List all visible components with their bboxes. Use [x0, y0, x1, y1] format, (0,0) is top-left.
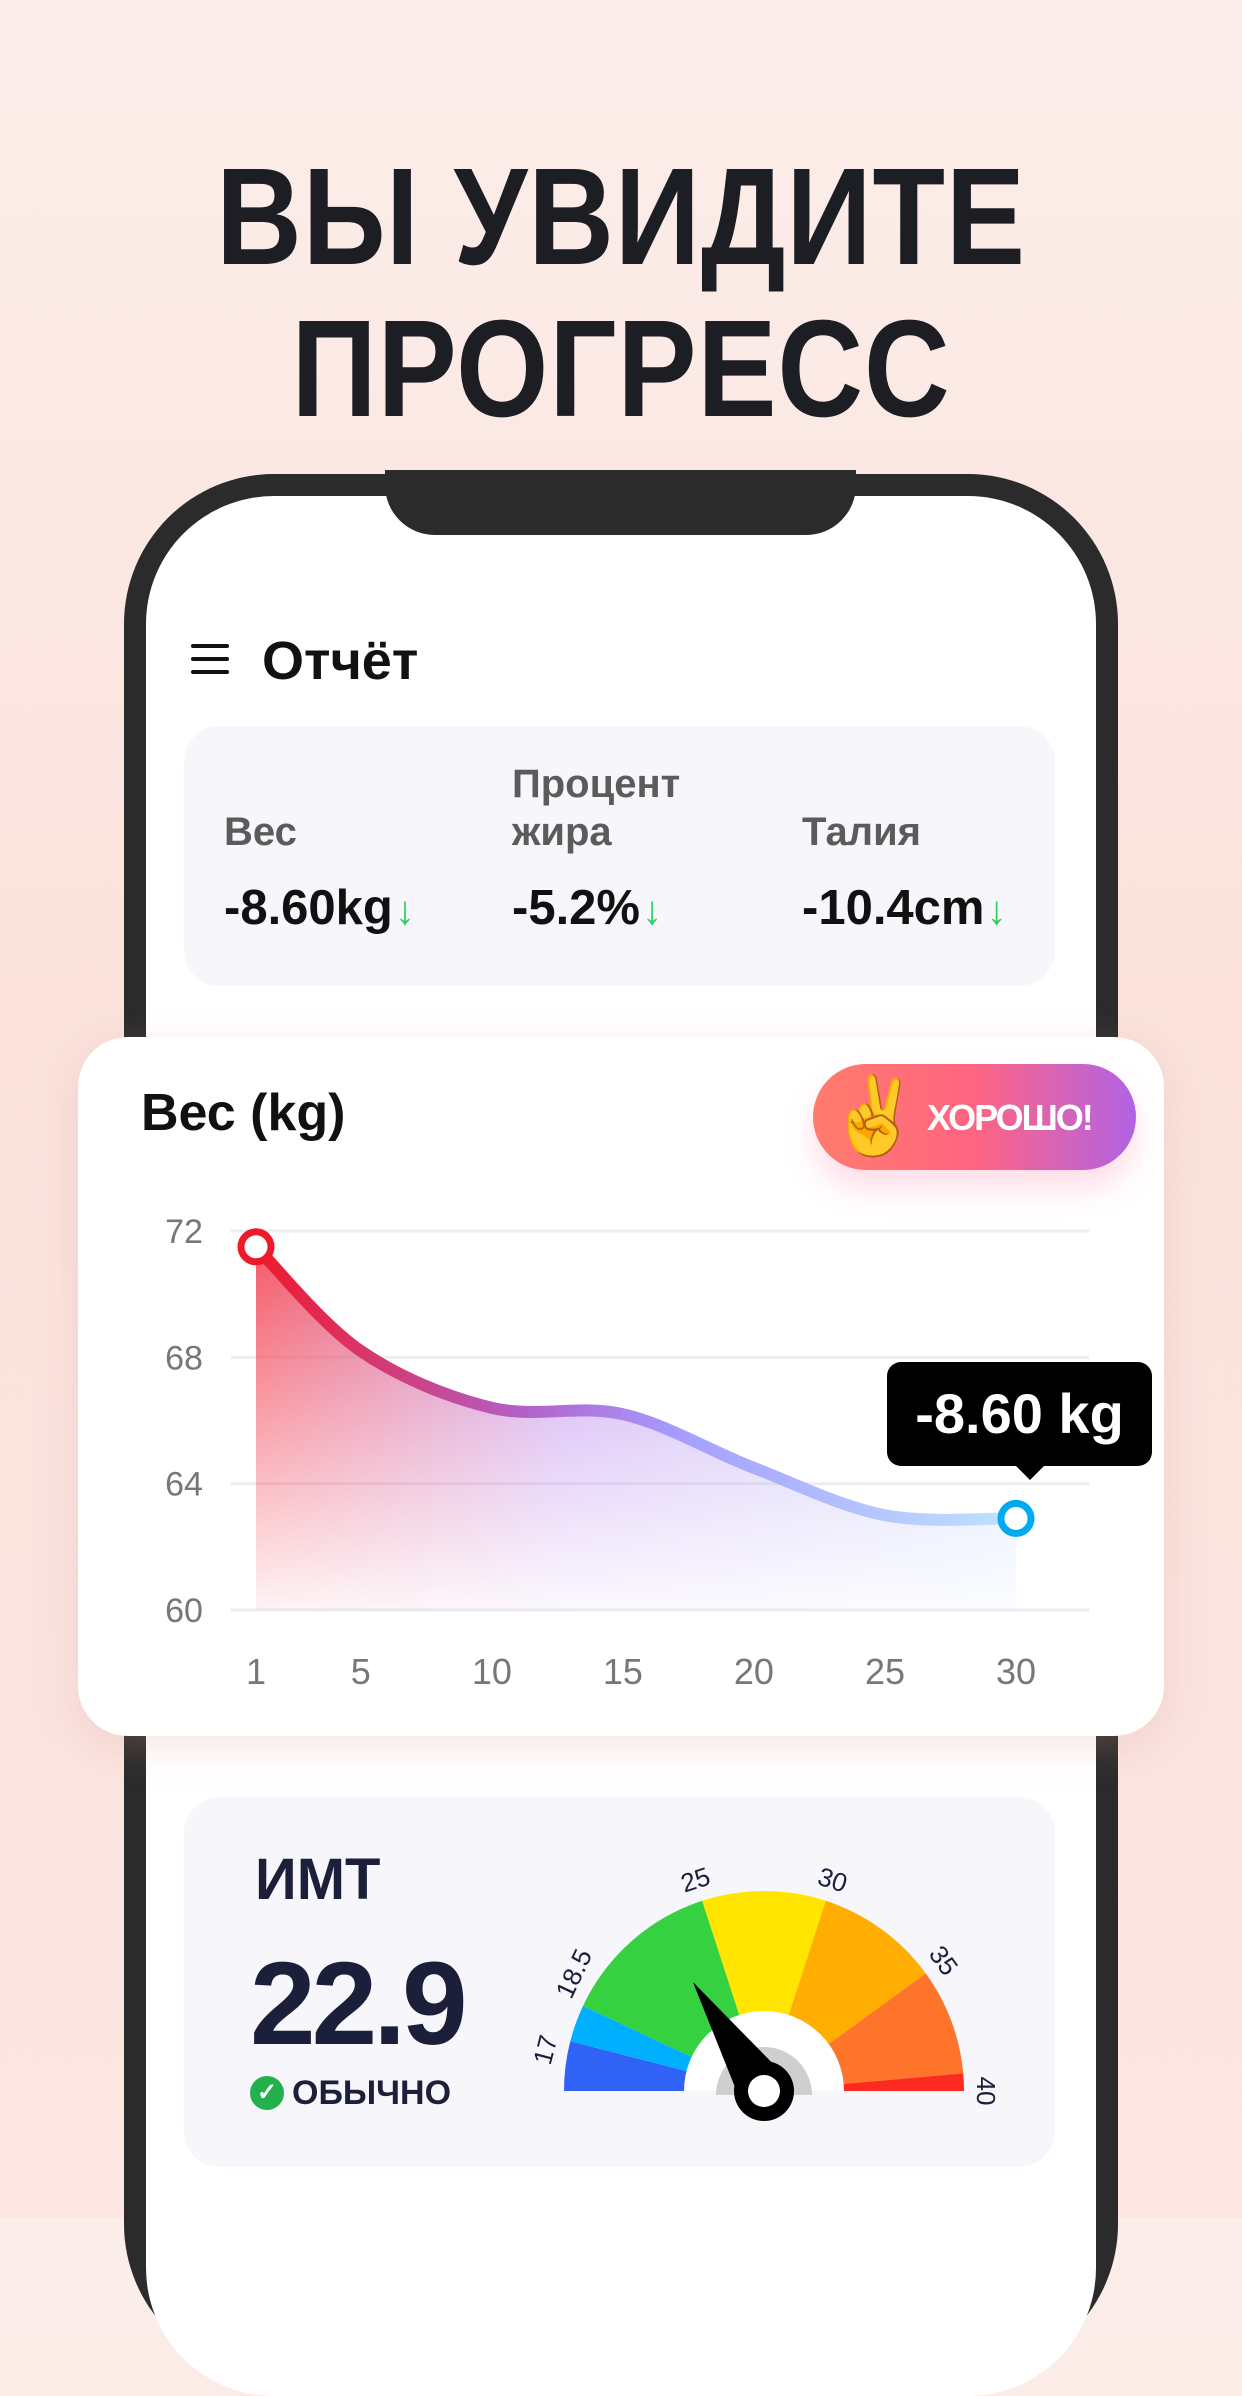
bmi-card: ИМТ 22.9 ✓ ОБЫЧНО 17 18.5 25 30 35 40: [184, 1797, 1055, 2167]
phone-notch: [385, 470, 856, 535]
gauge-band: [702, 1891, 826, 2091]
page-title: Отчёт: [262, 631, 419, 691]
arrow-down-icon: ↓: [642, 889, 663, 933]
bmi-title: ИМТ: [255, 1847, 381, 1912]
hamburger-icon[interactable]: [191, 644, 229, 674]
stats-summary-card: Вес -8.60kg↓ Процент жира -5.2%↓ Талия -…: [184, 726, 1055, 986]
stat-value: -8.60kg↓: [224, 881, 415, 935]
bmi-value: 22.9: [250, 1938, 468, 2070]
y-tick-label: 72: [165, 1213, 203, 1251]
y-tick-label: 64: [165, 1466, 203, 1504]
chart-title: Вес (kg): [141, 1084, 346, 1142]
x-tick-label: 15: [603, 1651, 643, 1692]
start-point: [237, 1228, 275, 1266]
x-tick-label: 1: [246, 1651, 266, 1692]
headline-line-1: ВЫ УВИДИТЕ: [216, 140, 1026, 294]
headline-line-2: ПРОГРЕСС: [291, 292, 951, 446]
chart-line: [250, 1240, 1022, 1526]
gauge-tick-label: 40: [971, 2077, 1001, 2106]
x-tick-label: 10: [472, 1651, 512, 1692]
bmi-status: ✓ ОБЫЧНО: [250, 2073, 451, 2113]
y-tick-label: 68: [165, 1339, 203, 1377]
arrow-down-icon: ↓: [394, 889, 415, 933]
badge-text: ХОРОШО!: [927, 1097, 1094, 1138]
weight-chart-card: 60 64 68 72 1 5 10 15 20 25 30 Вес (kg) ✌️ ХОРОШО!…: [78, 1037, 1164, 1736]
x-tick-label: 25: [865, 1651, 905, 1692]
bmi-status-text: ОБЫЧНО: [292, 2074, 452, 2112]
gauge-tick-label: 35: [923, 1940, 964, 1981]
gauge-needle: [692, 1982, 794, 2121]
chart-area: [256, 1246, 1016, 1610]
x-tick-label: 5: [351, 1651, 371, 1692]
x-tick-label: 30: [996, 1651, 1036, 1692]
gauge-tick-label: 17: [527, 2032, 563, 2067]
x-tick-label: 20: [734, 1651, 774, 1692]
stat-label: Процент жира: [512, 762, 681, 854]
stat-label: Талия: [802, 810, 922, 854]
y-tick-label: 60: [165, 1592, 203, 1630]
stat-value: -10.4cm↓: [802, 881, 1007, 935]
gauge-tick-label: 25: [677, 1861, 714, 1898]
weight-change-tooltip: -8.60 kg: [887, 1362, 1152, 1480]
stat-label: Вес: [224, 810, 297, 854]
end-point: [997, 1499, 1035, 1537]
good-badge: ✌️ ХОРОШО!: [813, 1064, 1136, 1170]
check-circle-icon: ✓: [250, 2076, 284, 2110]
stat-value: -5.2%↓: [512, 881, 663, 935]
gauge-tick-label: 30: [814, 1861, 851, 1898]
victory-hand-icon: ✌️: [827, 1074, 922, 1159]
arrow-down-icon: ↓: [986, 889, 1007, 933]
